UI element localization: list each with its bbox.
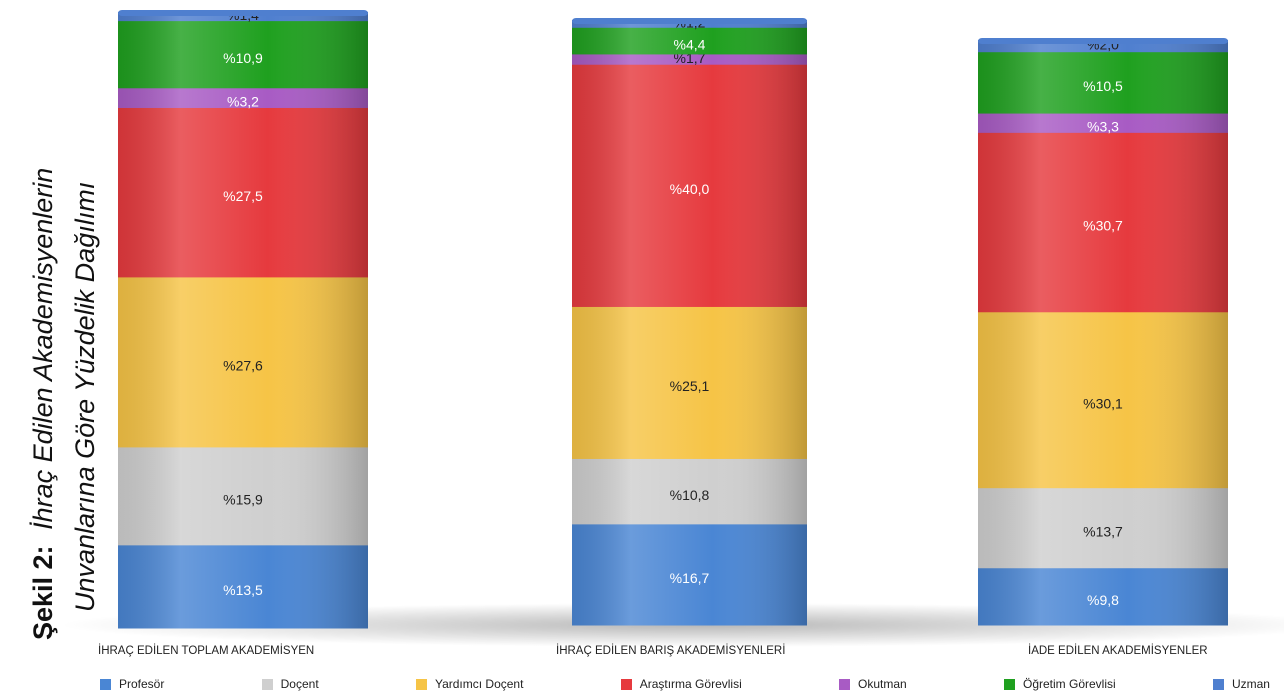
data-label: %4,4	[674, 36, 706, 52]
data-label: %3,3	[1087, 118, 1119, 134]
legend: Profesör Doçent Yardımcı Doçent Araştırma G…	[100, 674, 1270, 694]
bar-segment-shade	[118, 107, 368, 278]
data-label: %10,5	[1083, 78, 1123, 94]
bar-segment-shade	[978, 311, 1228, 489]
legend-swatch	[620, 678, 632, 690]
data-label: %3,2	[227, 93, 259, 109]
category-label: İHRAÇ EDİLEN BARIŞ AKADEMİSYENLERİ	[556, 645, 786, 657]
legend-item: Profesör	[100, 677, 164, 691]
data-label: %13,7	[1083, 523, 1123, 539]
legend-label: Doçent	[280, 677, 319, 691]
data-label: %25,1	[670, 378, 710, 394]
bar-segment-shade	[978, 132, 1228, 313]
legend-label: Uzman	[1231, 677, 1270, 691]
legend-label: Profesör	[119, 677, 165, 691]
svg-text:Şekil 2: İhraç Edilen: Şekil 2: İhraç Edilen Akademisyenlerin	[28, 168, 58, 640]
figure-title-prefix: Şekil 2:	[28, 545, 58, 640]
legend-label: Okutman	[858, 677, 907, 691]
legend-label: Yardımcı Doçent	[434, 677, 524, 691]
data-label: %30,1	[1083, 395, 1123, 411]
figure-title: Şekil 2: İhraç Edilen Akademisyenlerin U…	[12, 0, 112, 660]
bar-segment-shade	[118, 12, 368, 22]
legend-swatch	[1212, 678, 1224, 690]
stacked-bar-chart: %13,5%15,9%27,6%27,5%3,2%10,9%1,4%16,7%1…	[60, 7, 1284, 647]
bar-segment-shade	[978, 51, 1228, 114]
data-label: %15,9	[223, 492, 263, 508]
figure-title-line2: Unvanlarına Göre Yüzdelik Dağılımı	[70, 182, 100, 612]
data-label: %9,8	[1087, 592, 1119, 608]
bar-top-cap	[978, 38, 1228, 44]
bar-segment-shade	[572, 64, 807, 307]
data-label: %10,8	[670, 487, 710, 503]
bar-segment-shade	[118, 276, 368, 448]
data-label: %27,5	[223, 188, 263, 204]
bar-segment-shade	[572, 27, 807, 55]
legend-swatch	[1004, 678, 1015, 690]
bar-segment-shade	[118, 87, 368, 108]
legend-item: Araştırma Görevlisi	[620, 677, 742, 691]
category-label: İADE EDİLEN AKADEMİSYENLER	[1028, 645, 1208, 657]
bar-top-cap	[118, 10, 368, 16]
legend-item: Yardımcı Doçent	[415, 677, 524, 691]
data-label: %10,9	[223, 50, 263, 66]
legend-swatch	[415, 678, 427, 690]
bar-segment-shade	[572, 53, 807, 65]
legend-label: Araştırma Görevlisi	[639, 677, 742, 691]
data-label: %16,7	[670, 570, 710, 586]
category-label: İHRAÇ EDİLEN TOPLAM AKADEMİSYEN	[98, 645, 315, 657]
legend-item: Doçent	[261, 677, 319, 691]
bar-segment-shade	[572, 458, 807, 525]
data-label: %13,5	[223, 582, 263, 598]
legend-item: Öğretim Görevlisi	[1004, 677, 1116, 691]
bar-segment-shade	[118, 446, 368, 546]
legend-swatch	[261, 678, 273, 690]
data-label: %40,0	[670, 181, 710, 197]
bar-segment-shade	[978, 487, 1228, 569]
bar-segment-shade	[572, 523, 807, 626]
legend-label: Öğretim Görevlisi	[1023, 677, 1116, 691]
bar-top-cap	[572, 18, 807, 24]
legend-item: Uzman	[1212, 677, 1270, 691]
legend-swatch	[839, 678, 851, 690]
data-label: %30,7	[1083, 218, 1123, 234]
legend-swatch	[100, 678, 111, 690]
bar-segment-shade	[118, 20, 368, 89]
figure-title-svg: Şekil 2: İhraç Edilen Akademisyenlerin U…	[28, 168, 100, 640]
legend-item: Okutman	[839, 677, 907, 691]
bar-segment-shade	[978, 567, 1228, 626]
figure-title-line1: İhraç Edilen Akademisyenlerin	[28, 168, 58, 530]
bar-segment-shade	[978, 113, 1228, 133]
data-label: %27,6	[223, 358, 263, 374]
bar-segment-shade	[572, 306, 807, 459]
bar-segment-shade	[118, 544, 368, 629]
